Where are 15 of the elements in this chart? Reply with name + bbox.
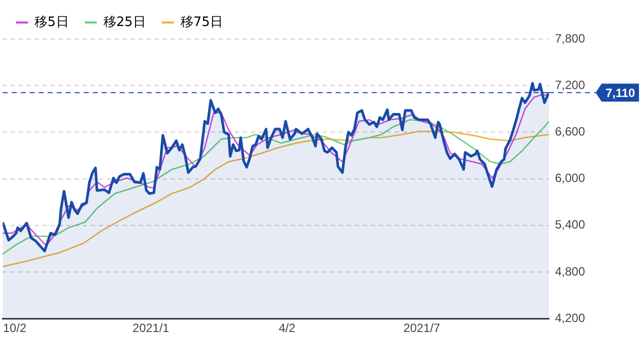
y-tick-label: 7,200 — [554, 78, 586, 92]
x-tick-label: 2021/1 — [132, 321, 170, 336]
ref-line-label: 7,110 — [606, 86, 636, 100]
y-tick-label: 4,800 — [554, 264, 586, 278]
y-tick-label: 6,000 — [554, 171, 586, 186]
legend-label: 移25日 — [103, 14, 146, 30]
x-tick-label: 10/2 — [3, 321, 27, 336]
y-tick-label: 6,600 — [554, 124, 586, 139]
legend-label: 移5日 — [34, 14, 69, 30]
y-tick-label: 7,800 — [554, 31, 586, 46]
x-tick-label: 4/2 — [278, 321, 296, 336]
y-tick-label: 5,400 — [554, 218, 586, 232]
y-tick-label: 4,200 — [554, 310, 586, 325]
legend-label: 移75日 — [180, 14, 223, 30]
x-tick-label: 2021/7 — [403, 321, 440, 336]
